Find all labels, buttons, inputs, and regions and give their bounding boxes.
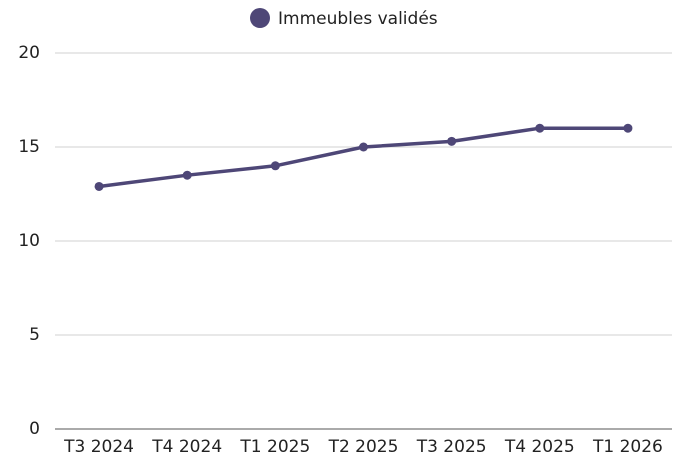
point xyxy=(447,136,457,146)
point xyxy=(623,123,633,133)
point xyxy=(535,123,545,133)
x-tick-label: T1 2025 xyxy=(239,437,310,457)
x-tick-label: T4 2025 xyxy=(504,437,575,457)
y-tick-label: 0 xyxy=(29,419,40,439)
point xyxy=(182,170,192,180)
x-tick-label: T1 2026 xyxy=(592,437,663,457)
y-tick-label: 15 xyxy=(18,137,40,157)
legend-label: Immeubles validés xyxy=(278,9,438,29)
y-tick-label: 20 xyxy=(18,43,40,63)
y-tick-label: 10 xyxy=(18,231,40,251)
series-line xyxy=(98,126,628,189)
x-tick-label: T3 2024 xyxy=(63,437,134,457)
y-tick-label: 5 xyxy=(29,325,40,345)
point xyxy=(270,161,280,171)
x-tick-label: T3 2025 xyxy=(416,437,487,457)
x-tick-label: T2 2025 xyxy=(328,437,399,457)
point xyxy=(359,142,368,152)
point xyxy=(94,181,104,191)
x-tick-label: T4 2024 xyxy=(151,437,222,457)
legend-swatch xyxy=(250,8,270,28)
